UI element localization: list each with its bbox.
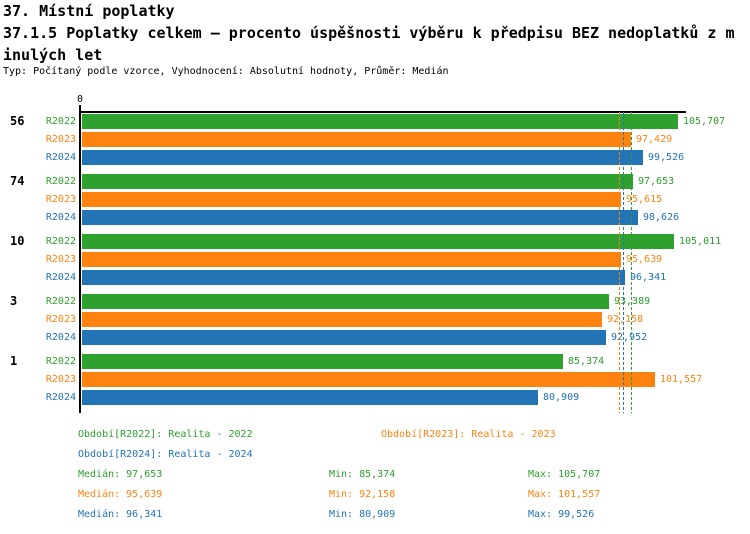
bar[interactable] [82,174,633,189]
series-row-label: R2023 [45,374,76,385]
bar-value-label: 95,615 [626,194,663,205]
median-line [619,112,620,413]
group-label: 3 [10,294,18,308]
group-label: 10 [10,234,25,248]
stat-max: Max: 105,707 [528,469,601,480]
x-axis-zero-tick-label: 0 [76,94,84,105]
series-row-label: R2022 [45,356,76,367]
bar[interactable] [82,390,538,405]
bar-value-label: 92,952 [611,332,648,343]
stat-max: Max: 99,526 [528,509,595,520]
group-label: 74 [10,174,25,188]
series-row-label: R2024 [45,212,76,223]
bar[interactable] [82,234,674,249]
bar-chart: 0 56 R2022 105,707 R2023 97,429 R2024 99,526 74 R… [0,90,750,420]
report-title-line2: 37.1.5 Poplatky celkem – procento úspěšn… [3,24,735,42]
series-row-label: R2024 [45,272,76,283]
series-row-label: R2023 [45,254,76,265]
bar-value-label: 101,557 [660,374,703,385]
report-meta-line: Typ: Počítaný podle vzorce, Vyhodnocení:… [3,66,449,77]
stat-max: Max: 101,557 [528,489,601,500]
series-row-label: R2022 [45,296,76,307]
stat-median: Medián: 97,653 [78,469,163,480]
stat-min: Min: 80,909 [329,509,396,520]
group-label: 1 [10,354,18,368]
bar[interactable] [82,114,678,129]
bar[interactable] [82,330,606,345]
bar-value-label: 97,429 [636,134,673,145]
series-row-label: R2024 [45,392,76,403]
series-row-label: R2023 [45,134,76,145]
series-row-label: R2022 [45,116,76,127]
y-axis-line [79,105,81,413]
series-row-label: R2023 [45,314,76,325]
stat-median: Medián: 95,639 [78,489,163,500]
bar-value-label: 105,011 [679,236,722,247]
bar-value-label: 99,526 [648,152,685,163]
series-row-label: R2024 [45,332,76,343]
chart-stats: Medián: 97,653 Min: 85,374 Max: 105,707 Med… [0,465,750,525]
bar-value-label: 85,374 [568,356,605,367]
median-line [623,112,624,413]
series-row-label: R2022 [45,176,76,187]
x-axis-line [79,111,686,113]
bar-value-label: 97,653 [638,176,675,187]
stat-median: Medián: 96,341 [78,509,163,520]
bar-value-label: 96,341 [630,272,667,283]
chart-legend: Období[R2022]: Realita - 2022 Období[R202… [0,425,750,465]
stat-min: Min: 92,158 [329,489,396,500]
series-row-label: R2022 [45,236,76,247]
legend-item: Období[R2023]: Realita - 2023 [381,429,556,440]
bar-value-label: 92,158 [607,314,644,325]
series-row-label: R2023 [45,194,76,205]
bar[interactable] [82,210,638,225]
group-label: 56 [10,114,25,128]
bar[interactable] [82,132,631,147]
bar-value-label: 98,626 [643,212,680,223]
bar[interactable] [82,150,643,165]
bar[interactable] [82,252,621,267]
stat-min: Min: 85,374 [329,469,396,480]
bar-value-label: 95,639 [626,254,663,265]
legend-item: Období[R2022]: Realita - 2022 [78,429,253,440]
bar-value-label: 93,389 [614,296,651,307]
bar[interactable] [82,294,609,309]
legend-item: Období[R2024]: Realita - 2024 [78,449,253,460]
report-title-line1: 37. Místní poplatky [3,2,175,20]
series-row-label: R2024 [45,152,76,163]
report-title-line3: inulých let [3,46,103,64]
bar[interactable] [82,372,655,387]
bar[interactable] [82,192,621,207]
bar[interactable] [82,312,602,327]
bar[interactable] [82,270,625,285]
bar-value-label: 80,909 [543,392,580,403]
bar-value-label: 105,707 [683,116,726,127]
bar[interactable] [82,354,563,369]
median-line [631,112,632,413]
